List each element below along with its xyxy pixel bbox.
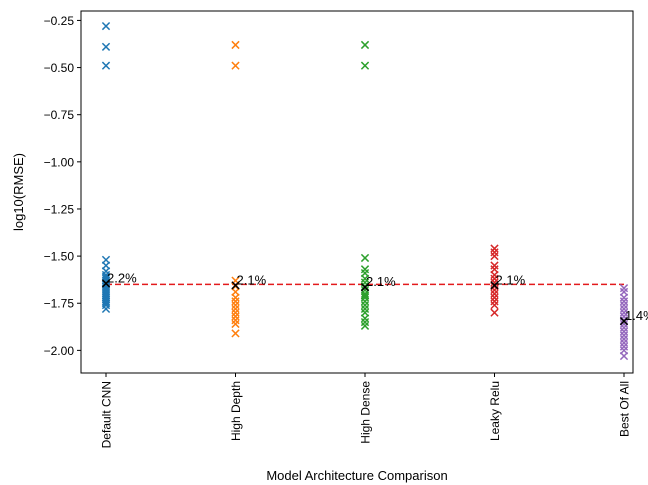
data-point (231, 329, 240, 338)
x-axis-label: Model Architecture Comparison (266, 468, 447, 483)
x-axis: Default CNN High Depth High Dense Leaky Rel… (100, 373, 632, 448)
data-point (490, 308, 499, 317)
mean-marker (619, 317, 629, 326)
mean-label: 2.2% (107, 270, 137, 285)
data-point (360, 40, 370, 50)
mean-marker (231, 281, 240, 290)
data-point (231, 61, 240, 70)
y-tick-label: −0.75 (44, 108, 75, 122)
y-tick-label: −1.00 (44, 155, 75, 169)
x-tick-label: Leaky Relu (488, 381, 502, 441)
mean-marker (490, 281, 499, 290)
x-tick-label: Best Of All (618, 381, 632, 437)
x-tick-label: High Depth (229, 381, 243, 441)
data-point (360, 321, 370, 330)
data-point (490, 300, 499, 310)
data-point (619, 351, 629, 361)
data-point (360, 253, 370, 263)
y-tick-label: −0.25 (44, 14, 75, 28)
mean-label: 2.1% (496, 272, 526, 287)
data-point (490, 251, 499, 261)
mean-label: 2.1% (237, 272, 267, 287)
points (101, 21, 629, 361)
mean-label: 2.1% (366, 274, 396, 289)
mean-label: 1.4% (625, 308, 648, 323)
x-tick-label: High Dense (359, 381, 373, 444)
y-tick-label: −1.75 (44, 297, 75, 311)
y-axis: −0.25 −0.50 −0.75 −1.00 −1.25 −1.50 −1.75 −2.00 (44, 14, 81, 358)
y-tick-label: −1.50 (44, 250, 75, 264)
data-point (101, 21, 111, 31)
data-point (101, 42, 111, 51)
data-point (231, 40, 240, 50)
data-point (231, 319, 240, 329)
y-axis-label: log10(RMSE) (11, 153, 26, 231)
data-point (101, 304, 111, 314)
y-tick-label: −0.50 (44, 61, 75, 75)
data-point (101, 61, 111, 70)
x-tick-label: Default CNN (100, 381, 114, 448)
y-tick-label: −2.00 (44, 344, 75, 358)
data-point (360, 61, 370, 70)
mean-marker (101, 279, 111, 288)
y-tick-label: −1.25 (44, 202, 75, 216)
plot-area (80, 10, 634, 374)
mean-marker (360, 283, 370, 292)
means: 2.2% 2.1% 2.1% 2.1% 1.4% (101, 270, 648, 326)
